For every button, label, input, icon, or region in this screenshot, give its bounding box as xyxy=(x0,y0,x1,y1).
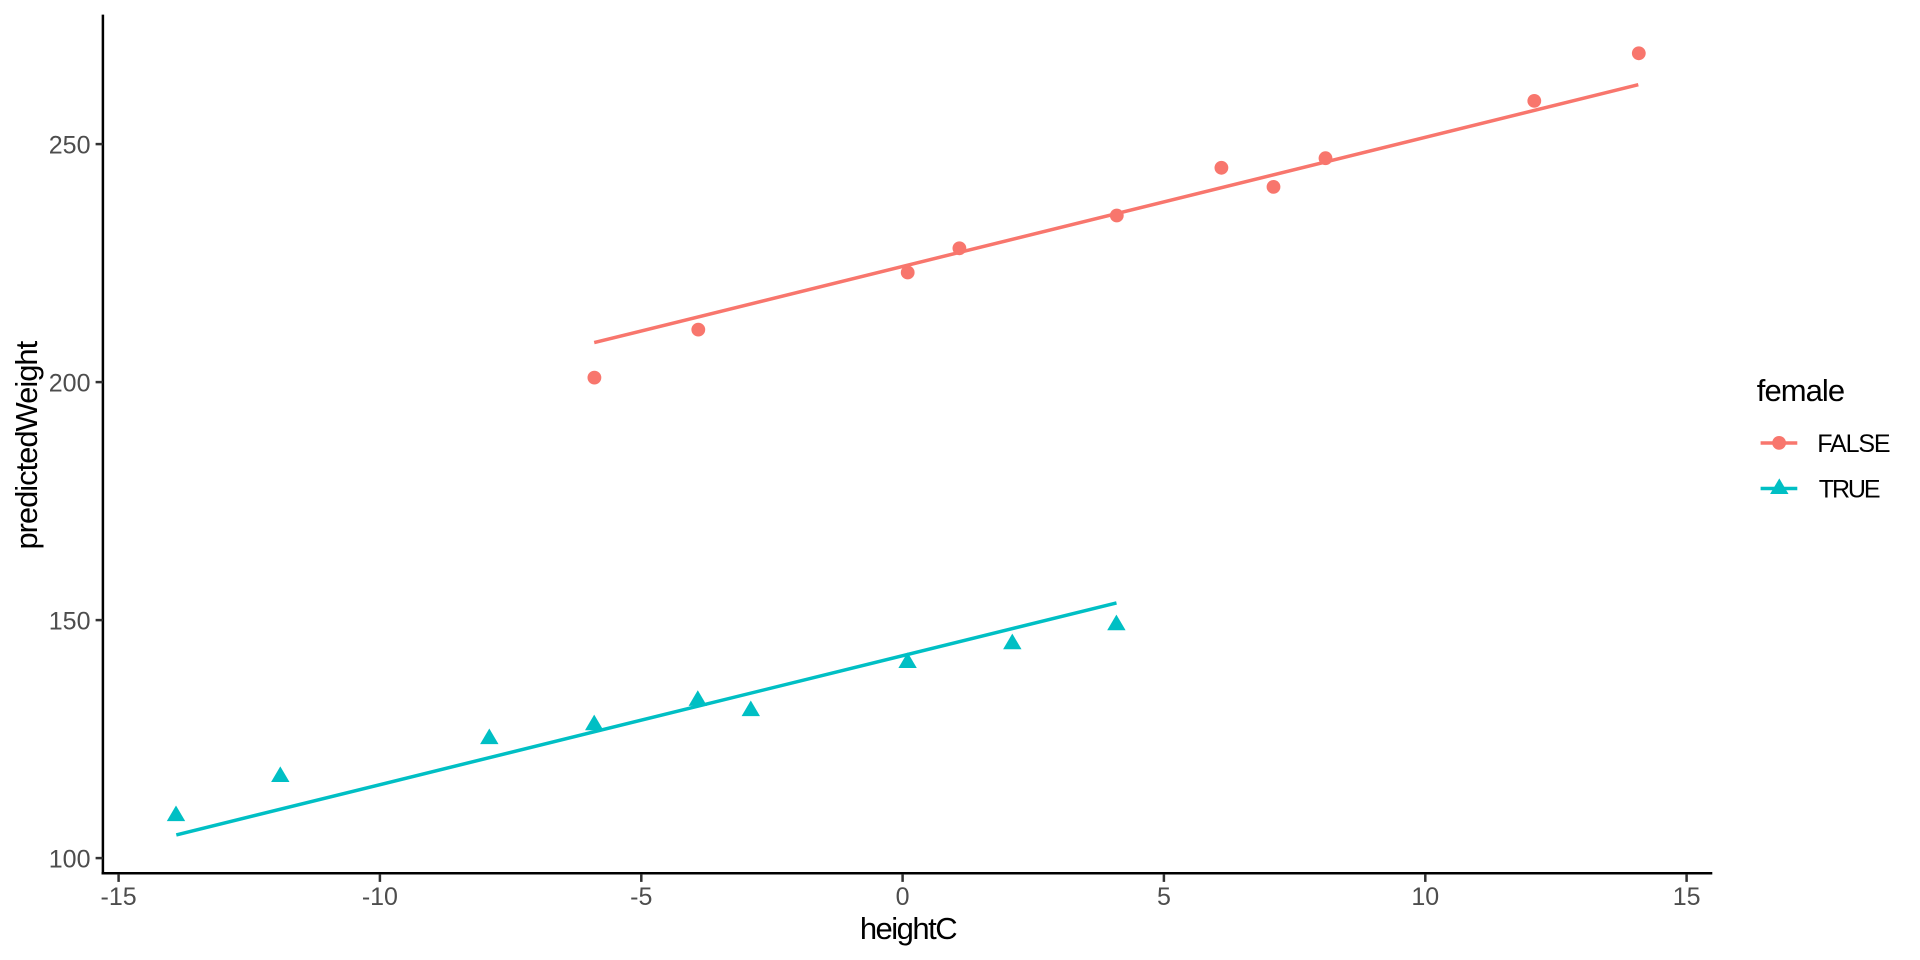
svg-text:150: 150 xyxy=(49,608,91,636)
svg-text:100: 100 xyxy=(49,846,91,874)
svg-text:FALSE: FALSE xyxy=(1817,430,1890,458)
svg-text:predictedWeight: predictedWeight xyxy=(9,340,44,549)
svg-text:15: 15 xyxy=(1673,883,1701,911)
svg-text:250: 250 xyxy=(49,132,91,160)
svg-text:0: 0 xyxy=(896,883,910,911)
svg-text:10: 10 xyxy=(1411,883,1439,911)
svg-text:5: 5 xyxy=(1157,883,1171,911)
svg-text:200: 200 xyxy=(49,370,91,398)
svg-text:TRUE: TRUE xyxy=(1819,476,1880,504)
svg-text:-10: -10 xyxy=(362,883,398,911)
svg-text:heightC: heightC xyxy=(860,911,957,946)
svg-text:-15: -15 xyxy=(101,883,137,911)
svg-text:-5: -5 xyxy=(630,883,652,911)
svg-text:female: female xyxy=(1757,373,1844,408)
